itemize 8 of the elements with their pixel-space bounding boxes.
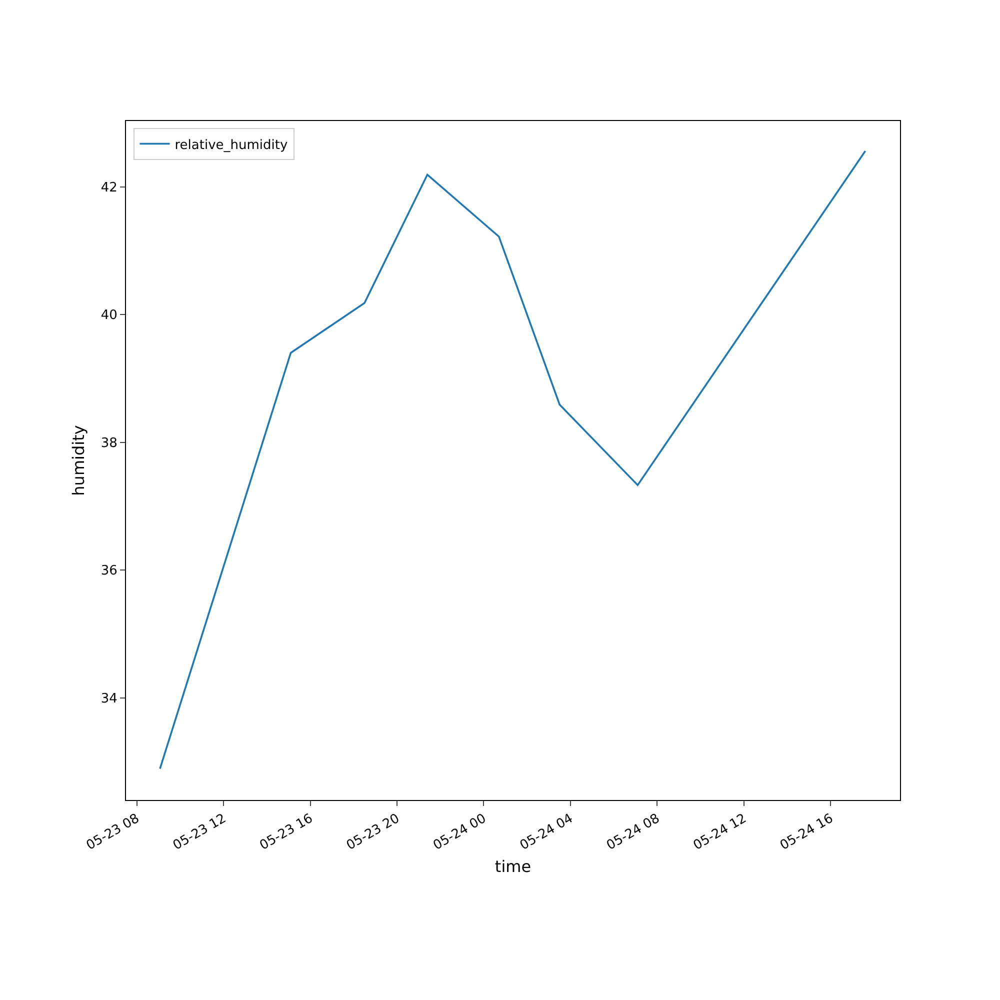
y-axis-title: humidity [69, 425, 88, 496]
y-tick-label: 38 [100, 436, 118, 451]
y-tick-label: 40 [100, 308, 118, 324]
y-tick-label: 36 [100, 564, 118, 579]
y-tick-label: 42 [100, 180, 118, 196]
legend-label: relative_humidity [174, 138, 288, 153]
x-axis-title: time [494, 857, 532, 876]
y-tick-label: 34 [100, 691, 118, 706]
